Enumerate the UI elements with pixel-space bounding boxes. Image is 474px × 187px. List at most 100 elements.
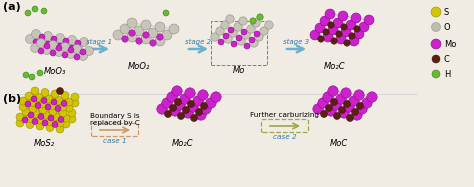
Circle shape <box>170 105 176 111</box>
Circle shape <box>221 21 229 29</box>
Circle shape <box>141 20 151 30</box>
Circle shape <box>172 86 182 96</box>
Circle shape <box>320 16 330 26</box>
Circle shape <box>37 36 46 45</box>
Circle shape <box>211 33 219 41</box>
Text: case 2: case 2 <box>273 134 297 140</box>
Circle shape <box>185 88 195 98</box>
Circle shape <box>341 88 351 98</box>
Circle shape <box>134 26 144 36</box>
Circle shape <box>31 87 39 95</box>
Circle shape <box>35 94 43 102</box>
Circle shape <box>431 22 440 31</box>
Circle shape <box>36 116 44 124</box>
Circle shape <box>42 117 50 125</box>
Circle shape <box>249 37 255 43</box>
Circle shape <box>362 98 372 108</box>
Circle shape <box>62 41 71 50</box>
Circle shape <box>331 38 337 44</box>
Circle shape <box>41 97 47 103</box>
Circle shape <box>188 100 194 108</box>
Circle shape <box>31 93 39 101</box>
Circle shape <box>71 99 79 107</box>
Circle shape <box>28 112 34 118</box>
Circle shape <box>62 114 70 122</box>
Text: MoC: MoC <box>330 139 348 148</box>
Circle shape <box>48 112 56 120</box>
Circle shape <box>32 110 40 117</box>
Circle shape <box>62 120 70 128</box>
Circle shape <box>341 24 347 30</box>
Circle shape <box>339 108 349 118</box>
Circle shape <box>66 50 75 59</box>
Circle shape <box>39 100 47 108</box>
Circle shape <box>41 88 49 96</box>
Circle shape <box>328 22 334 28</box>
Circle shape <box>58 108 66 116</box>
Circle shape <box>323 32 333 42</box>
Circle shape <box>341 27 351 37</box>
Circle shape <box>48 106 56 114</box>
Circle shape <box>216 27 224 35</box>
Circle shape <box>52 119 60 126</box>
Circle shape <box>431 7 441 17</box>
Circle shape <box>352 110 362 120</box>
Text: Boundary S is
replaced by C: Boundary S is replaced by C <box>90 113 140 125</box>
Circle shape <box>164 111 172 117</box>
Circle shape <box>62 52 68 58</box>
Circle shape <box>55 102 63 111</box>
Circle shape <box>223 33 229 39</box>
Circle shape <box>338 11 348 21</box>
Circle shape <box>65 98 73 106</box>
Circle shape <box>25 101 31 107</box>
Circle shape <box>32 116 40 123</box>
Circle shape <box>68 47 74 53</box>
Circle shape <box>336 34 346 44</box>
Circle shape <box>49 39 58 47</box>
Circle shape <box>28 103 36 111</box>
Circle shape <box>310 30 320 40</box>
Circle shape <box>237 37 245 45</box>
Circle shape <box>32 6 38 12</box>
Circle shape <box>38 105 46 113</box>
Circle shape <box>231 41 237 47</box>
Circle shape <box>32 119 38 125</box>
Circle shape <box>252 19 260 27</box>
Circle shape <box>344 40 350 46</box>
Circle shape <box>265 21 273 29</box>
Circle shape <box>38 114 44 119</box>
Circle shape <box>247 25 255 33</box>
Circle shape <box>162 30 172 40</box>
Circle shape <box>61 100 67 107</box>
Text: (b): (b) <box>3 94 21 104</box>
Circle shape <box>29 74 35 80</box>
Circle shape <box>84 47 93 56</box>
Circle shape <box>22 114 30 122</box>
Circle shape <box>52 113 60 120</box>
Circle shape <box>344 102 354 112</box>
Circle shape <box>69 45 75 51</box>
Circle shape <box>127 18 137 28</box>
Circle shape <box>218 39 224 45</box>
Circle shape <box>148 28 158 38</box>
Circle shape <box>80 49 86 55</box>
Circle shape <box>236 35 242 41</box>
Circle shape <box>239 17 247 25</box>
Circle shape <box>182 107 190 114</box>
Circle shape <box>367 92 377 102</box>
Circle shape <box>37 70 43 76</box>
Text: C: C <box>444 54 450 64</box>
Circle shape <box>177 113 184 119</box>
Circle shape <box>349 96 359 106</box>
Circle shape <box>16 119 24 127</box>
Circle shape <box>19 103 27 111</box>
Circle shape <box>334 113 340 119</box>
Circle shape <box>318 36 324 42</box>
Circle shape <box>79 51 88 61</box>
Circle shape <box>56 45 62 51</box>
Circle shape <box>42 120 48 126</box>
Circle shape <box>49 102 57 110</box>
Circle shape <box>30 44 39 53</box>
Circle shape <box>29 99 37 107</box>
Circle shape <box>36 39 46 47</box>
